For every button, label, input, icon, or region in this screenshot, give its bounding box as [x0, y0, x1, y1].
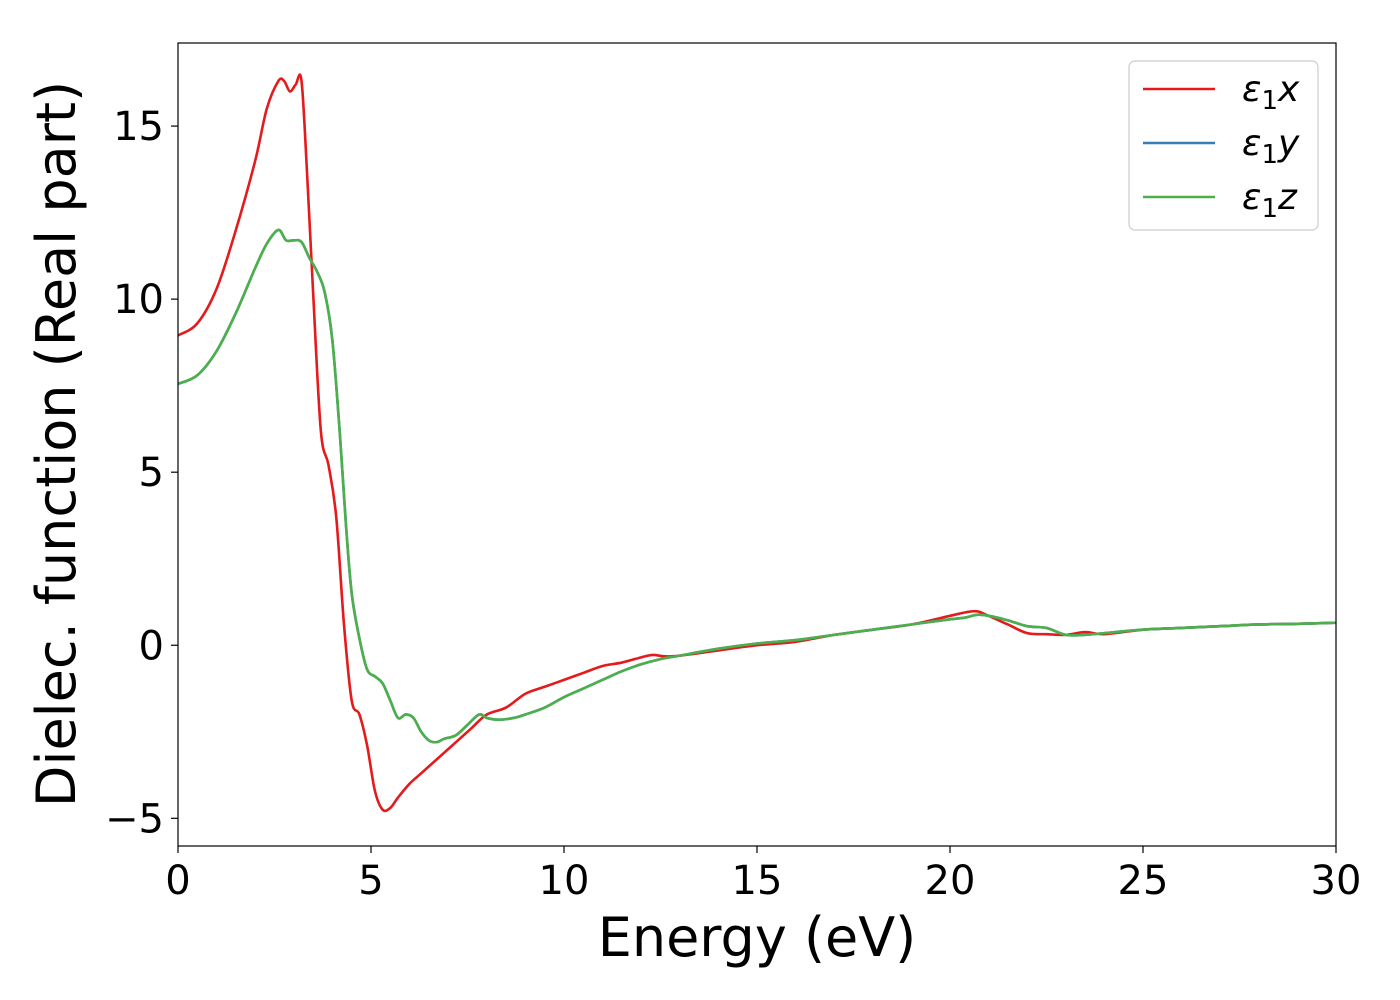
x-tick-label: 30 — [1311, 858, 1362, 904]
x-tick-label: 25 — [1118, 858, 1169, 904]
x-tick-label: 0 — [165, 858, 190, 904]
legend-box — [1128, 60, 1319, 231]
legend-label-z: ε1z — [1242, 177, 1298, 224]
series-layer — [178, 73, 1336, 813]
x-axis-label: Energy (eV) — [598, 906, 917, 969]
legend: ε1x ε1y ε1z — [1128, 60, 1319, 231]
series-line-z — [178, 228, 1336, 744]
x-tick-label: 10 — [539, 858, 590, 904]
x-axis: 0 5 10 15 20 25 30 — [165, 846, 1361, 904]
y-tick-label: 0 — [139, 623, 164, 669]
x-tick-label: 5 — [358, 858, 383, 904]
x-tick-label: 20 — [925, 858, 976, 904]
y-tick-label: 15 — [113, 104, 164, 150]
legend-label-x: ε1x — [1242, 69, 1300, 116]
x-tick-label: 15 — [732, 858, 783, 904]
y-tick-label: 5 — [139, 450, 164, 496]
legend-label-y: ε1y — [1242, 123, 1300, 170]
y-tick-label: 10 — [113, 277, 164, 323]
y-axis: −5 0 5 10 15 — [105, 104, 178, 842]
series-line-x — [178, 73, 1336, 813]
y-tick-label: −5 — [105, 796, 164, 842]
y-axis-label: Dielec. function (Real part) — [25, 81, 88, 807]
